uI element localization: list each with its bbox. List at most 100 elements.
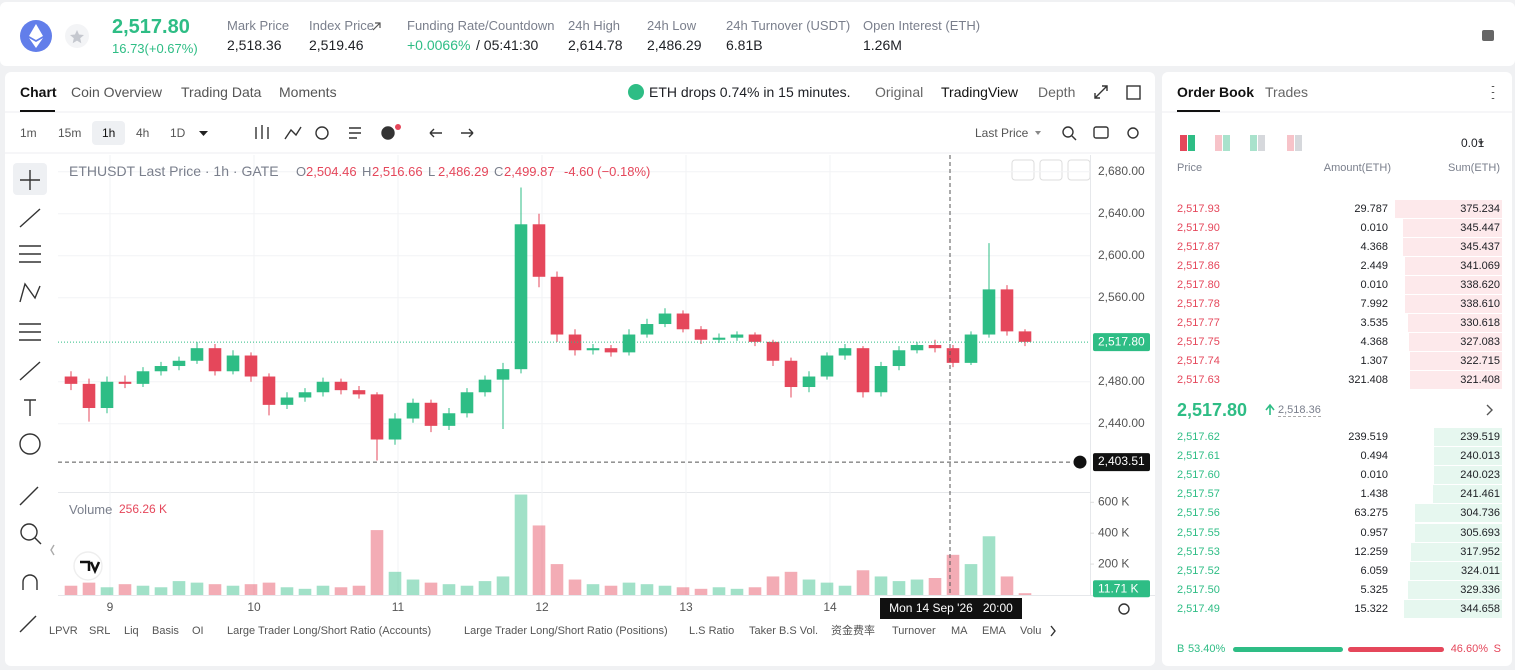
order-price[interactable]: 2,517.93 <box>1177 203 1220 215</box>
y-tick-label: 2,640.00 <box>1098 206 1145 220</box>
volume-bar <box>676 587 690 595</box>
order-sum: 305.693 <box>1460 526 1500 539</box>
indicator-tab[interactable]: OI <box>192 625 204 637</box>
price-type[interactable]: Last Price <box>975 126 1029 140</box>
news-headline[interactable]: ETH drops 0.74% in 15 minutes. <box>649 84 851 100</box>
col-header: Price <box>1177 162 1203 174</box>
order-price[interactable]: 2,517.50 <box>1177 583 1220 596</box>
volume-bar <box>244 584 258 595</box>
interval[interactable]: 1m <box>20 126 37 140</box>
volume-bar <box>100 587 114 595</box>
menu-icon[interactable] <box>1482 30 1494 41</box>
indicator-tab[interactable]: 资金费率 <box>831 625 875 637</box>
indicator-tab[interactable]: SRL <box>89 625 111 637</box>
mark-price: 2,518.36 <box>1278 404 1321 417</box>
symbol-legend: ETHUSDT Last Price · 1h · GATE <box>69 163 279 179</box>
volume-bar <box>460 585 474 595</box>
order-amount: 0.010 <box>1360 222 1388 234</box>
order-sum: 322.715 <box>1460 355 1500 367</box>
order-price[interactable]: 2,517.90 <box>1177 222 1220 234</box>
chart-button[interactable] <box>1067 159 1091 181</box>
order-price[interactable]: 2,517.52 <box>1177 564 1220 577</box>
candle-body <box>460 392 474 414</box>
order-price[interactable]: 2,517.53 <box>1177 545 1220 558</box>
settings-icon[interactable] <box>1118 603 1130 615</box>
order-price[interactable]: 2,517.87 <box>1177 241 1220 253</box>
stat-value: 2,518.36 <box>227 37 282 53</box>
view-tab[interactable]: Original <box>875 84 924 100</box>
depth-bar <box>1403 219 1502 237</box>
indicator-tab[interactable]: Basis <box>152 625 179 637</box>
stat-value: 1.26M <box>863 37 902 53</box>
x-tick-label: 14 <box>823 600 837 614</box>
order-amount: 2.449 <box>1360 260 1388 272</box>
interval[interactable]: 1D <box>170 126 186 140</box>
chart-tab[interactable]: Trading Data <box>181 84 262 100</box>
volume-bar <box>640 584 654 595</box>
interval-dropdown[interactable] <box>199 131 208 136</box>
depth-bar <box>1408 333 1502 351</box>
volume-bar <box>658 585 672 595</box>
order-sum: 317.952 <box>1460 545 1500 558</box>
chart-panel <box>5 72 1155 666</box>
expand-icon[interactable] <box>1094 85 1108 99</box>
chart-tab[interactable]: Chart <box>20 84 57 100</box>
depth-bar <box>1433 485 1502 504</box>
chart-button[interactable] <box>1011 159 1035 181</box>
order-price[interactable]: 2,517.78 <box>1177 298 1220 310</box>
order-price[interactable]: 2,517.56 <box>1177 507 1220 520</box>
order-price[interactable]: 2,517.63 <box>1177 374 1220 386</box>
order-price[interactable]: 2,517.74 <box>1177 355 1220 367</box>
stat-label: Funding Rate/Countdown <box>407 18 555 33</box>
order-price[interactable]: 2,517.57 <box>1177 488 1220 501</box>
order-sum: 330.618 <box>1460 317 1500 329</box>
order-book-tab[interactable]: Trades <box>1265 84 1309 100</box>
indicator-tab[interactable]: EMA <box>982 625 1006 637</box>
news-icon <box>628 84 644 100</box>
indicator-tab[interactable]: Volu <box>1020 625 1042 637</box>
indicator-tab[interactable]: Liq <box>124 625 139 637</box>
order-price[interactable]: 2,517.60 <box>1177 469 1220 482</box>
toolbar-icons[interactable] <box>255 124 1139 141</box>
candle-body <box>352 390 366 395</box>
indicator-tab[interactable]: MA <box>951 625 968 637</box>
candle-body <box>64 376 78 384</box>
order-price[interactable]: 2,517.86 <box>1177 260 1220 272</box>
chart-tab[interactable]: Moments <box>279 84 337 100</box>
x-tick-label: 9 <box>107 600 114 614</box>
add-alert-button[interactable] <box>1072 454 1088 470</box>
order-price[interactable]: 2,517.49 <box>1177 602 1220 615</box>
sell-label: S <box>1493 643 1501 655</box>
volume-bar <box>568 579 582 595</box>
order-price[interactable]: 2,517.61 <box>1177 450 1220 463</box>
indicator-tab[interactable]: Turnover <box>892 625 936 637</box>
chart-button[interactable] <box>1039 159 1063 181</box>
order-price[interactable]: 2,517.55 <box>1177 526 1220 539</box>
interval[interactable]: 1h <box>102 126 116 140</box>
indicator-tab[interactable]: Large Trader Long/Short Ratio (Positions… <box>464 625 668 637</box>
order-price[interactable]: 2,517.75 <box>1177 336 1220 348</box>
drawing-tools[interactable] <box>13 163 47 633</box>
volume-bar <box>496 576 510 595</box>
interval[interactable]: 15m <box>58 126 82 140</box>
interval[interactable]: 4h <box>136 126 150 140</box>
indicator-tab[interactable]: LPVR <box>49 625 78 637</box>
candle-body <box>730 334 744 338</box>
precision[interactable]: 0.01 <box>1461 136 1485 150</box>
layout-icon[interactable] <box>1126 85 1141 100</box>
indicator-tab[interactable]: L.S Ratio <box>689 625 735 637</box>
view-tab[interactable]: TradingView <box>941 84 1019 100</box>
order-amount: 29.787 <box>1354 203 1388 215</box>
indicator-tab[interactable]: Large Trader Long/Short Ratio (Accounts) <box>227 625 432 637</box>
order-price[interactable]: 2,517.77 <box>1177 317 1220 329</box>
order-book-tab[interactable]: Order Book <box>1177 84 1255 100</box>
order-book-view-icons[interactable] <box>1180 135 1302 151</box>
view-tab[interactable]: Depth <box>1038 84 1076 100</box>
candle-body <box>604 348 618 353</box>
order-price[interactable]: 2,517.80 <box>1177 279 1220 291</box>
chart-tab[interactable]: Coin Overview <box>71 84 163 100</box>
order-price[interactable]: 2,517.62 <box>1177 431 1220 443</box>
indicator-tab[interactable]: Taker B.S Vol. <box>749 625 819 637</box>
